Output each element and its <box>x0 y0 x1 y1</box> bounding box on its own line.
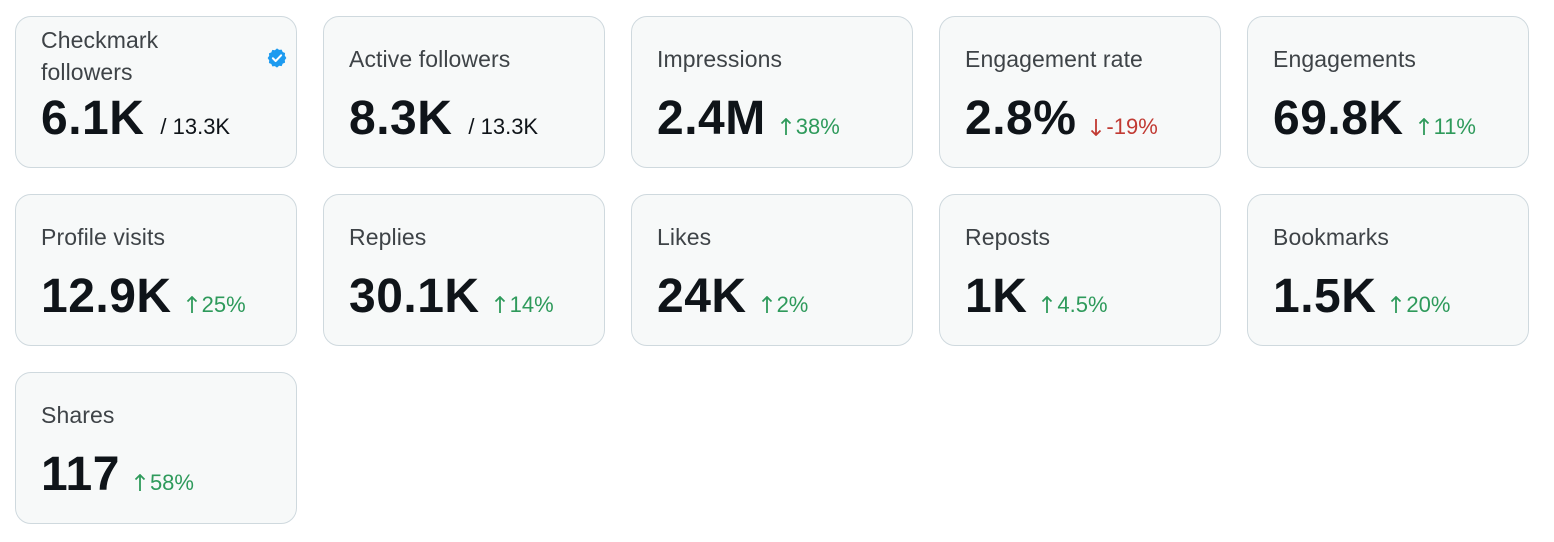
value-row: 8.3K / 13.3K <box>349 91 538 147</box>
value-row: 1.5K 20% <box>1273 269 1450 325</box>
value-row: 1K 4.5% <box>965 269 1108 325</box>
card-likes[interactable]: Likes 24K 2% <box>631 194 913 346</box>
card-active-followers[interactable]: Active followers 8.3K / 13.3K <box>323 16 605 168</box>
card-shares[interactable]: Shares 117 58% <box>15 372 297 524</box>
arrow-down-icon <box>1091 119 1102 136</box>
metric-change-value: 4.5% <box>1057 292 1108 317</box>
metric-change: 38% <box>780 114 840 140</box>
value-row: 2.4M 38% <box>657 91 840 147</box>
metric-change-value: 14% <box>509 292 554 317</box>
card-label: Replies <box>349 224 427 250</box>
card-label: Shares <box>41 402 115 428</box>
card-engagement-rate[interactable]: Engagement rate 2.8% -19% <box>939 16 1221 168</box>
metric-value: 12.9K <box>41 270 172 323</box>
arrow-up-icon <box>1391 296 1402 313</box>
metric-value: 1K <box>965 270 1028 323</box>
metric-change: 11% <box>1418 114 1476 140</box>
metric-total: / 13.3K <box>160 114 231 139</box>
arrow-up-icon <box>494 296 505 313</box>
metric-change-value: 2% <box>776 292 809 317</box>
metric-change: -19% <box>1090 114 1158 140</box>
value-row: 12.9K 25% <box>41 269 246 325</box>
card-label: Engagement rate <box>965 46 1143 72</box>
card-replies[interactable]: Replies 30.1K 14% <box>323 194 605 346</box>
metric-value: 2.8% <box>965 92 1077 145</box>
metric-value: 117 <box>41 448 120 501</box>
metric-change: 58% <box>134 470 194 496</box>
value-row: 6.1K / 13.3K <box>41 91 230 147</box>
card-bookmarks[interactable]: Bookmarks 1.5K 20% <box>1247 194 1529 346</box>
metric-change-value: -19% <box>1106 114 1158 139</box>
metric-value: 6.1K <box>41 92 145 145</box>
card-label: Checkmark followers <box>41 27 159 85</box>
value-row: 2.8% -19% <box>965 91 1158 147</box>
metric-value: 69.8K <box>1273 92 1404 145</box>
value-row: 69.8K 11% <box>1273 91 1476 147</box>
metric-value: 8.3K <box>349 92 453 145</box>
card-profile-visits[interactable]: Profile visits 12.9K 25% <box>15 194 297 346</box>
card-label: Bookmarks <box>1273 224 1389 250</box>
arrow-up-icon <box>780 118 791 135</box>
metric-change: 2% <box>761 292 809 318</box>
arrow-up-icon <box>1042 296 1053 313</box>
arrow-up-icon <box>761 296 772 313</box>
metric-change-value: 11% <box>1433 114 1476 139</box>
metric-value: 2.4M <box>657 92 766 145</box>
verified-badge-icon <box>267 48 287 68</box>
metric-value: 24K <box>657 270 747 323</box>
card-checkmark-followers[interactable]: Checkmark followers 6.1K / 13.3K <box>15 16 297 168</box>
metric-change-value: 25% <box>201 292 246 317</box>
metric-change-value: 38% <box>795 114 840 139</box>
metric-total: / 13.3K <box>468 114 539 139</box>
card-label: Profile visits <box>41 224 166 250</box>
metric-change-value: 58% <box>149 470 194 495</box>
card-engagements[interactable]: Engagements 69.8K 11% <box>1247 16 1529 168</box>
metric-change: 25% <box>186 292 246 318</box>
metric-change: 4.5% <box>1041 292 1108 318</box>
card-reposts[interactable]: Reposts 1K 4.5% <box>939 194 1221 346</box>
value-row: 24K 2% <box>657 269 808 325</box>
value-row: 30.1K 14% <box>349 269 554 325</box>
metric-change: 20% <box>1390 292 1450 318</box>
arrow-up-icon <box>1418 118 1429 135</box>
arrow-up-icon <box>134 474 146 491</box>
metric-value: 1.5K <box>1273 270 1377 323</box>
card-impressions[interactable]: Impressions 2.4M 38% <box>631 16 913 168</box>
metric-value: 30.1K <box>349 270 480 323</box>
card-label: Reposts <box>965 224 1051 250</box>
value-row: 117 58% <box>41 447 194 503</box>
metric-change-value: 20% <box>1406 292 1451 317</box>
card-label: Impressions <box>657 46 783 72</box>
card-label: Likes <box>657 224 712 250</box>
metric-change: 14% <box>494 292 554 318</box>
arrow-up-icon <box>186 296 197 313</box>
card-label: Engagements <box>1273 46 1417 72</box>
card-label: Active followers <box>349 46 511 72</box>
